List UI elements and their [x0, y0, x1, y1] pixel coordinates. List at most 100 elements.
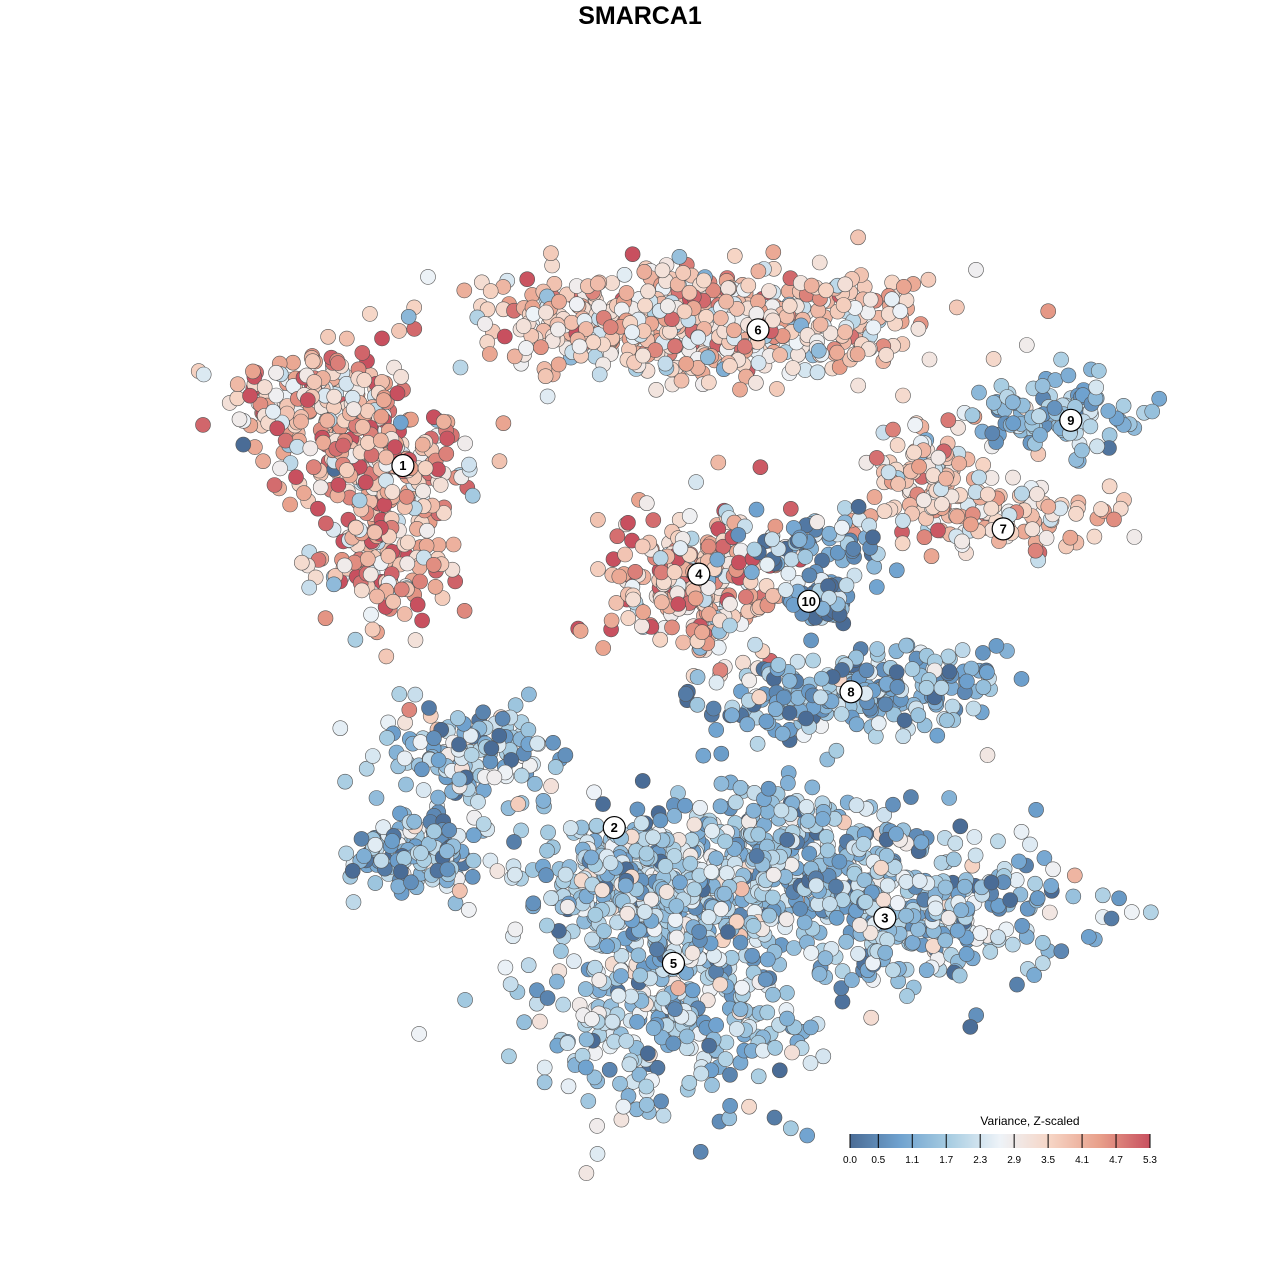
data-point	[918, 679, 935, 696]
data-point	[1035, 934, 1051, 951]
data-point	[868, 579, 885, 595]
data-point	[975, 645, 991, 661]
data-point	[918, 962, 935, 979]
data-point	[985, 351, 1002, 367]
data-point	[930, 449, 947, 466]
data-point	[913, 834, 930, 851]
cluster-label-9: 9	[1059, 408, 1083, 432]
data-point	[482, 753, 499, 770]
data-point	[979, 486, 996, 503]
data-point	[726, 322, 742, 339]
data-point	[951, 455, 967, 472]
data-point	[535, 792, 552, 809]
data-point	[667, 912, 684, 928]
data-point	[354, 419, 371, 435]
data-point	[748, 848, 765, 864]
data-point	[829, 344, 845, 361]
data-point	[549, 973, 565, 990]
data-point	[885, 962, 901, 979]
data-point	[808, 877, 825, 894]
data-point	[785, 360, 801, 376]
data-point	[551, 293, 567, 310]
data-point	[804, 779, 821, 796]
svg-text:3: 3	[881, 911, 888, 926]
data-point	[930, 522, 946, 539]
data-point	[268, 364, 284, 381]
data-point	[645, 1020, 662, 1036]
data-point	[591, 972, 608, 988]
data-point	[681, 284, 698, 301]
data-point	[803, 945, 820, 961]
data-point	[483, 740, 500, 757]
data-point	[460, 901, 477, 918]
data-point	[741, 1098, 757, 1115]
data-point	[486, 769, 503, 786]
data-point	[347, 631, 364, 648]
data-point	[391, 323, 407, 339]
data-point	[384, 833, 401, 849]
data-point	[330, 477, 347, 493]
data-point	[451, 882, 468, 899]
data-point	[506, 834, 522, 850]
data-point	[965, 700, 982, 717]
data-point	[701, 1037, 717, 1054]
data-point	[990, 929, 1006, 946]
data-point	[1081, 929, 1097, 945]
data-point	[540, 824, 556, 841]
data-point	[625, 591, 642, 608]
data-point	[939, 712, 955, 729]
data-point	[779, 831, 796, 848]
data-point	[761, 907, 778, 924]
data-point	[658, 884, 675, 900]
data-point	[501, 1048, 517, 1065]
data-point	[937, 879, 954, 896]
data-point	[828, 742, 845, 759]
data-point	[195, 366, 212, 383]
data-point	[938, 470, 954, 487]
data-point	[1103, 910, 1120, 927]
data-point	[684, 945, 701, 961]
data-point	[851, 917, 868, 933]
data-point	[366, 524, 383, 541]
data-point	[1029, 890, 1046, 907]
data-point	[539, 990, 556, 1006]
data-point	[949, 922, 966, 939]
legend-title: Variance, Z-scaled	[980, 1114, 1080, 1128]
data-point	[1106, 511, 1122, 528]
data-point	[396, 750, 413, 767]
data-point	[708, 674, 725, 691]
data-point	[638, 495, 655, 512]
data-point	[895, 278, 912, 295]
data-point	[962, 1019, 979, 1035]
data-point	[393, 581, 410, 598]
data-point	[700, 374, 717, 391]
data-point	[717, 1051, 734, 1067]
data-point	[306, 374, 323, 390]
data-point	[777, 582, 794, 598]
data-point	[722, 358, 738, 374]
data-point	[920, 271, 937, 288]
data-point	[695, 747, 712, 764]
data-point	[521, 686, 537, 703]
data-point	[529, 982, 545, 999]
data-point	[513, 767, 530, 784]
chart-title: SMARCA1	[578, 2, 702, 30]
data-point	[929, 727, 946, 744]
data-point	[845, 541, 862, 557]
data-point	[735, 654, 751, 671]
data-point	[671, 248, 688, 265]
data-point	[391, 686, 408, 702]
data-point	[888, 826, 904, 842]
data-point	[256, 379, 273, 396]
data-point	[1062, 529, 1079, 546]
data-point	[975, 679, 992, 696]
data-point	[589, 275, 606, 292]
data-point	[972, 925, 989, 942]
data-point	[927, 900, 944, 917]
data-point	[844, 972, 860, 988]
svg-text:7: 7	[1000, 521, 1007, 536]
data-point	[374, 330, 390, 347]
data-point	[379, 730, 395, 746]
data-point	[937, 932, 954, 949]
data-point	[738, 589, 754, 605]
